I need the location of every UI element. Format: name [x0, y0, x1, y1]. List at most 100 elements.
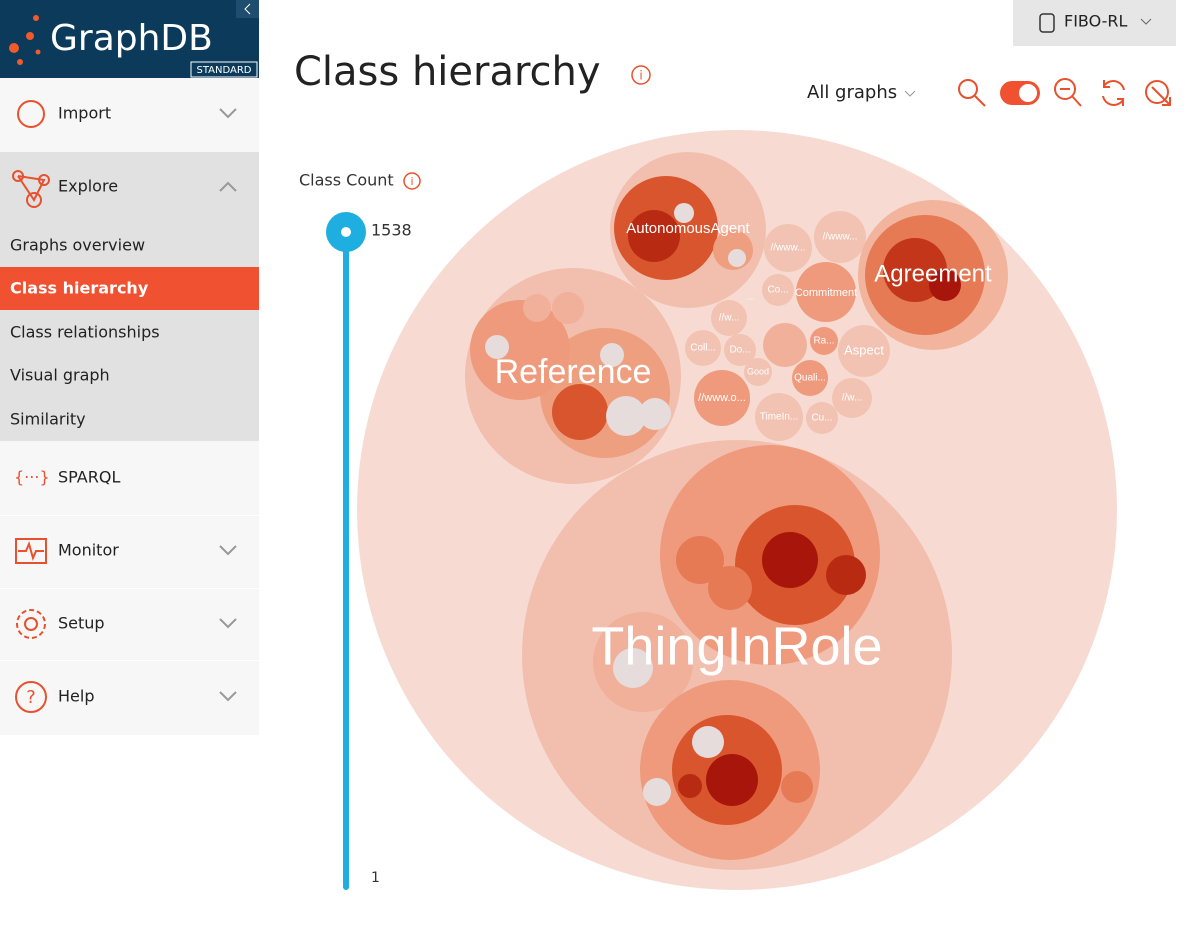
- chevron: [219, 108, 237, 119]
- bubble-label: Reference: [495, 353, 652, 391]
- menu-item[interactable]: [0, 441, 259, 515]
- bubble[interactable]: [674, 203, 694, 223]
- bubble[interactable]: [706, 754, 758, 806]
- explore-icon: [12, 170, 50, 208]
- bubble[interactable]: [628, 210, 680, 262]
- bubble[interactable]: [838, 325, 890, 377]
- chevron: [219, 545, 237, 556]
- bubble[interactable]: [613, 648, 653, 688]
- menu-label: Setup: [58, 614, 105, 633]
- bubble[interactable]: [692, 726, 724, 758]
- repo-icon: [1039, 13, 1055, 33]
- menu-label: Import: [58, 104, 111, 123]
- submenu-label[interactable]: Similarity: [10, 410, 86, 429]
- help-icon: ?: [26, 687, 36, 708]
- bubble[interactable]: [552, 384, 608, 440]
- bubble[interactable]: [792, 360, 828, 396]
- sparql-icon: {···}: [14, 468, 50, 487]
- submenu-label[interactable]: Graphs overview: [10, 236, 145, 255]
- chevron: [219, 691, 237, 702]
- bubble[interactable]: [755, 393, 803, 441]
- monitor-icon: [18, 541, 44, 561]
- active-item[interactable]: [0, 267, 259, 310]
- bubble[interactable]: [600, 343, 624, 367]
- bubble[interactable]: [744, 358, 772, 386]
- bubble[interactable]: [724, 334, 756, 366]
- bubble[interactable]: [552, 292, 584, 324]
- info-icon: i: [410, 175, 413, 188]
- bubble[interactable]: [781, 771, 813, 803]
- bubble-label: AutonomousAgent: [626, 220, 750, 237]
- bubble[interactable]: [832, 378, 872, 418]
- bubble[interactable]: [762, 274, 794, 306]
- submenu-label[interactable]: Class hierarchy: [10, 279, 149, 298]
- bubble[interactable]: [606, 396, 646, 436]
- bubble[interactable]: [708, 566, 752, 610]
- bubble[interactable]: [711, 300, 747, 336]
- slider-max: 1538: [371, 221, 412, 240]
- setup-icon: [16, 609, 46, 639]
- bubble-label: Co...: [767, 285, 788, 296]
- menu-label: Help: [58, 687, 94, 706]
- info-icon[interactable]: [631, 65, 651, 85]
- graph-filter[interactable]: All graphs: [807, 82, 897, 103]
- bubble[interactable]: [796, 262, 856, 322]
- menu-item[interactable]: [0, 78, 259, 152]
- bubble-label: Quali...: [794, 373, 826, 384]
- bubble[interactable]: [728, 249, 746, 267]
- logo-title: GraphDB: [50, 18, 213, 59]
- bubble[interactable]: [929, 269, 961, 301]
- chevron: [904, 90, 916, 97]
- bubble[interactable]: [762, 532, 818, 588]
- edition-badge: [190, 61, 258, 78]
- submenu-label[interactable]: Class relationships: [10, 323, 160, 342]
- chevron: [1140, 18, 1152, 25]
- bubble[interactable]: [826, 555, 866, 595]
- bubble-label: Ra...: [813, 336, 834, 347]
- bubble[interactable]: [763, 323, 807, 367]
- chevron: [219, 618, 237, 629]
- bubble-label: ThingInRole: [591, 616, 882, 676]
- bubble-label: Cu...: [811, 413, 832, 424]
- bubble-label: Agreement: [874, 260, 992, 287]
- bubble-label: Commitment: [795, 287, 857, 299]
- setup-icon: [24, 617, 38, 631]
- bubble-labels: AutonomousAgent //www... //www... Agreem…: [495, 220, 992, 676]
- import-icon: [17, 100, 45, 128]
- toggle-knob: [1019, 84, 1037, 102]
- bubble[interactable]: [810, 327, 838, 355]
- bubble[interactable]: [694, 370, 750, 426]
- edition: STANDARD: [196, 65, 251, 76]
- bubble[interactable]: [678, 774, 702, 798]
- bubble[interactable]: [806, 402, 838, 434]
- menu-label: Explore: [58, 177, 118, 196]
- menu-item[interactable]: [0, 589, 259, 660]
- refresh-icon[interactable]: [1102, 80, 1125, 106]
- bubble-label: ...: [747, 291, 755, 301]
- collapse-button[interactable]: [236, 0, 259, 18]
- bubble[interactable]: [643, 778, 671, 806]
- bubble-label: Do...: [729, 345, 750, 356]
- bubble-label: //w...: [719, 313, 740, 324]
- search-icon[interactable]: [958, 79, 986, 107]
- bubble-label: Good: [747, 366, 769, 376]
- bubble[interactable]: [814, 211, 866, 263]
- bubble[interactable]: [764, 224, 812, 272]
- focus-icon[interactable]: [1145, 80, 1171, 106]
- zoom-out-icon[interactable]: [1054, 78, 1082, 107]
- info-icon[interactable]: [403, 172, 421, 190]
- chevron: [219, 181, 237, 192]
- slider-handle-dot: [341, 227, 351, 237]
- slider-track[interactable]: [343, 232, 349, 890]
- bubble[interactable]: [639, 398, 671, 430]
- bubble[interactable]: [523, 294, 551, 322]
- bubble[interactable]: [485, 335, 509, 359]
- bubble[interactable]: [685, 330, 721, 366]
- bubble[interactable]: [676, 536, 724, 584]
- bubble[interactable]: [470, 300, 570, 400]
- monitor-icon: [15, 538, 47, 564]
- collapse-icon: [244, 3, 251, 15]
- menu-item[interactable]: [0, 661, 259, 735]
- submenu-label[interactable]: Visual graph: [10, 366, 110, 385]
